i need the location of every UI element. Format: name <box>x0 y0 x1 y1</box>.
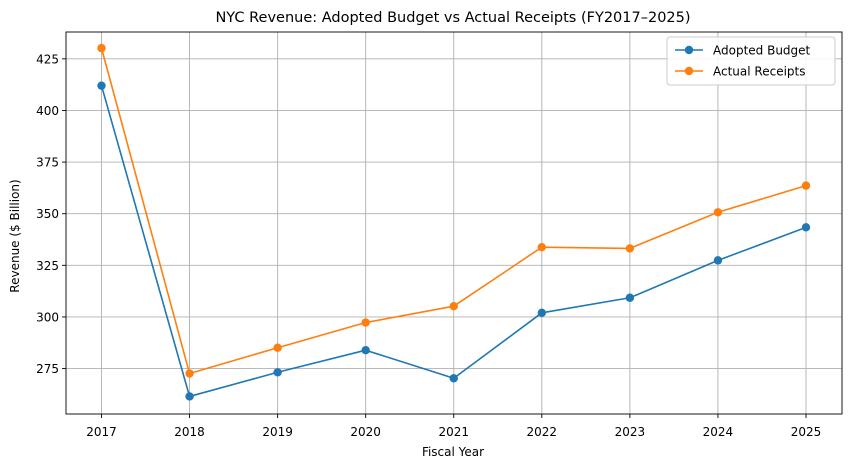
y-tick-label: 350 <box>36 207 59 221</box>
y-tick-label: 325 <box>36 259 59 273</box>
x-tick-label: 2017 <box>86 425 117 439</box>
data-point-actual-receipts <box>449 302 458 311</box>
legend-marker-actual-receipts <box>684 66 694 76</box>
chart-title: NYC Revenue: Adopted Budget vs Actual Re… <box>215 10 690 26</box>
data-point-actual-receipts <box>185 369 194 378</box>
y-tick-label: 275 <box>36 362 59 376</box>
legend-label-adopted-budget: Adopted Budget <box>713 44 811 58</box>
data-point-actual-receipts <box>801 181 811 190</box>
x-tick-label: 2023 <box>615 425 646 439</box>
legend-label-actual-receipts: Actual Receipts <box>713 65 805 79</box>
axis-ticks: 2017 2018 2019 2020 2021 2022 2023 2024 2025 275 3… <box>36 52 821 439</box>
grid-lines <box>66 32 842 414</box>
data-point-actual-receipts <box>625 244 635 253</box>
x-tick-label: 2025 <box>791 425 822 439</box>
series-layer <box>97 43 811 401</box>
y-tick-label: 425 <box>36 52 59 66</box>
y-tick-label: 375 <box>36 156 59 170</box>
series-actual-receipts <box>97 43 811 378</box>
data-point-adopted-budget <box>625 293 635 302</box>
data-point-adopted-budget <box>97 81 106 90</box>
data-point-adopted-budget <box>537 308 547 318</box>
x-tick-label: 2020 <box>350 425 381 439</box>
data-point-adopted-budget <box>273 368 282 377</box>
legend-marker-adopted-budget <box>684 45 694 55</box>
x-tick-label: 2018 <box>174 425 205 439</box>
data-point-adopted-budget <box>185 392 194 401</box>
x-tick-label: 2024 <box>703 425 734 439</box>
data-point-adopted-budget <box>361 345 370 355</box>
data-point-actual-receipts <box>537 242 547 252</box>
data-point-actual-receipts <box>361 318 370 327</box>
y-tick-label: 300 <box>36 310 59 324</box>
legend: Adopted Budget Actual Receipts <box>666 36 836 86</box>
series-adopted-budget <box>97 81 811 401</box>
data-point-actual-receipts <box>273 343 282 352</box>
y-tick-label: 400 <box>36 104 59 118</box>
data-point-actual-receipts <box>713 208 723 217</box>
data-point-actual-receipts <box>97 43 106 53</box>
x-tick-label: 2021 <box>438 425 469 439</box>
data-point-adopted-budget <box>449 374 458 383</box>
data-point-adopted-budget <box>713 256 723 265</box>
y-axis-label: Revenue ($ Billion) <box>8 179 22 292</box>
x-tick-label: 2019 <box>262 425 293 439</box>
x-tick-label: 2022 <box>527 425 558 439</box>
x-axis-label: Fiscal Year <box>422 445 484 459</box>
legend-box <box>666 36 836 86</box>
data-point-adopted-budget <box>801 223 811 232</box>
